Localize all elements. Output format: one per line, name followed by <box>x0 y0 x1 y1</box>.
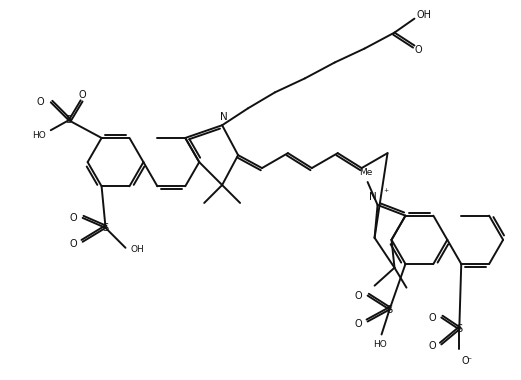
Text: S: S <box>387 304 393 315</box>
Text: HO: HO <box>373 340 387 349</box>
Text: OH: OH <box>416 10 431 20</box>
Text: O: O <box>415 44 422 54</box>
Text: OH: OH <box>130 245 144 254</box>
Text: S: S <box>456 325 462 334</box>
Text: O: O <box>36 97 44 107</box>
Text: HO: HO <box>32 131 46 140</box>
Text: N: N <box>220 112 228 122</box>
Text: O: O <box>69 239 77 249</box>
Text: O: O <box>354 291 362 301</box>
Text: Me: Me <box>359 168 373 177</box>
Text: O: O <box>429 312 437 323</box>
Text: O: O <box>354 318 362 329</box>
Text: O: O <box>429 341 437 352</box>
Text: O: O <box>461 356 469 366</box>
Text: O: O <box>79 90 86 100</box>
Text: S: S <box>103 223 109 233</box>
Text: O: O <box>69 213 77 223</box>
Text: ⁺: ⁺ <box>383 188 388 198</box>
Text: S: S <box>66 115 72 125</box>
Text: N: N <box>369 192 377 202</box>
Text: ⁻: ⁻ <box>467 356 472 366</box>
